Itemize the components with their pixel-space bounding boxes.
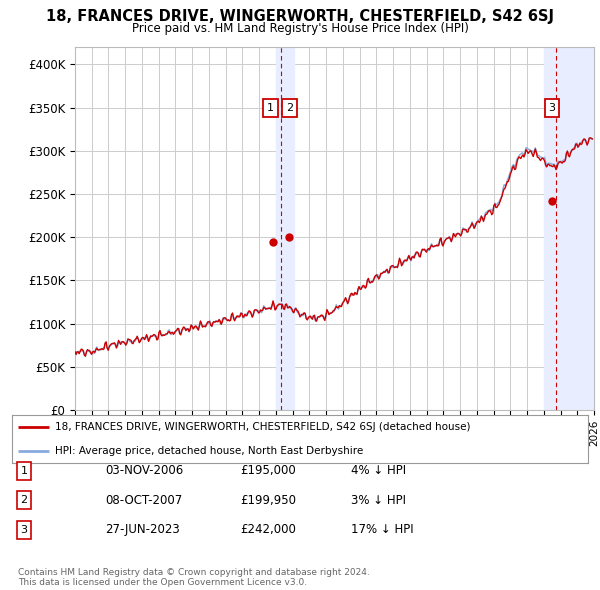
Text: 08-OCT-2007: 08-OCT-2007 [105, 494, 182, 507]
Text: £195,000: £195,000 [240, 464, 296, 477]
Text: Contains HM Land Registry data © Crown copyright and database right 2024.
This d: Contains HM Land Registry data © Crown c… [18, 568, 370, 587]
Text: 1: 1 [267, 103, 274, 113]
Text: 18, FRANCES DRIVE, WINGERWORTH, CHESTERFIELD, S42 6SJ (detached house): 18, FRANCES DRIVE, WINGERWORTH, CHESTERF… [55, 422, 471, 432]
Bar [276, 47, 295, 410]
Text: 1: 1 [20, 466, 28, 476]
Text: 3: 3 [20, 525, 28, 535]
Bar [544, 47, 594, 410]
Text: 3% ↓ HPI: 3% ↓ HPI [351, 494, 406, 507]
Text: 18, FRANCES DRIVE, WINGERWORTH, CHESTERFIELD, S42 6SJ: 18, FRANCES DRIVE, WINGERWORTH, CHESTERF… [46, 9, 554, 24]
Text: 4% ↓ HPI: 4% ↓ HPI [351, 464, 406, 477]
Text: 17% ↓ HPI: 17% ↓ HPI [351, 523, 413, 536]
Text: 3: 3 [548, 103, 556, 113]
Text: 2: 2 [20, 496, 28, 505]
Text: 2: 2 [286, 103, 293, 113]
Text: £242,000: £242,000 [240, 523, 296, 536]
Text: £199,950: £199,950 [240, 494, 296, 507]
Text: Price paid vs. HM Land Registry's House Price Index (HPI): Price paid vs. HM Land Registry's House … [131, 22, 469, 35]
Text: 27-JUN-2023: 27-JUN-2023 [105, 523, 180, 536]
Text: HPI: Average price, detached house, North East Derbyshire: HPI: Average price, detached house, Nort… [55, 446, 364, 456]
Text: 03-NOV-2006: 03-NOV-2006 [105, 464, 183, 477]
